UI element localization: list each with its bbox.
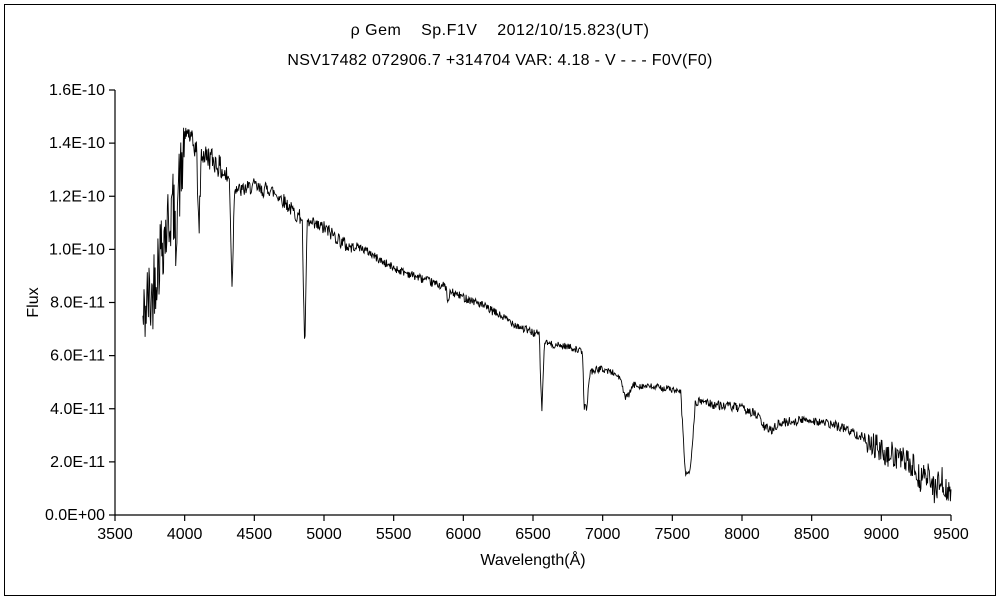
x-tick-label: 3500	[97, 526, 133, 543]
chart-frame	[4, 4, 996, 596]
x-tick-label: 4000	[167, 526, 203, 543]
chart-title: ρ Gem Sp.F1V 2012/10/15.823(UT)	[350, 22, 650, 39]
y-tick-label: 8.0E-11	[50, 295, 105, 312]
x-tick-label: 6000	[446, 526, 482, 543]
chart-subtitle: NSV17482 072906.7 +314704 VAR: 4.18 - V …	[287, 52, 713, 69]
axis-lines	[114, 90, 951, 516]
y-tick-label: 0.0E+00	[45, 507, 105, 524]
x-tick-label: 6500	[515, 526, 551, 543]
y-axis-label: Flux	[25, 287, 42, 317]
x-tick-label: 4500	[237, 526, 273, 543]
y-tick-label: 1.2E-10	[49, 188, 105, 205]
x-tick-label: 9500	[933, 526, 969, 543]
x-axis-label: Wavelength(Å)	[480, 550, 585, 569]
x-tick-label: 8000	[724, 526, 760, 543]
x-tick-label: 5500	[376, 526, 412, 543]
spectrum-trace	[142, 127, 952, 504]
x-tick-label: 8500	[794, 526, 830, 543]
y-tick-label: 1.0E-10	[49, 241, 105, 258]
x-tick-label: 9000	[864, 526, 900, 543]
y-tick-label: 1.6E-10	[49, 82, 105, 99]
x-tick-label: 7000	[585, 526, 621, 543]
x-tick-label: 5000	[306, 526, 342, 543]
y-tick-label: 4.0E-11	[50, 401, 105, 418]
y-tick-label: 2.0E-11	[50, 454, 105, 471]
x-tick-label: 7500	[655, 526, 691, 543]
y-tick-label: 1.4E-10	[49, 135, 105, 152]
y-tick-label: 6.0E-11	[50, 348, 105, 365]
